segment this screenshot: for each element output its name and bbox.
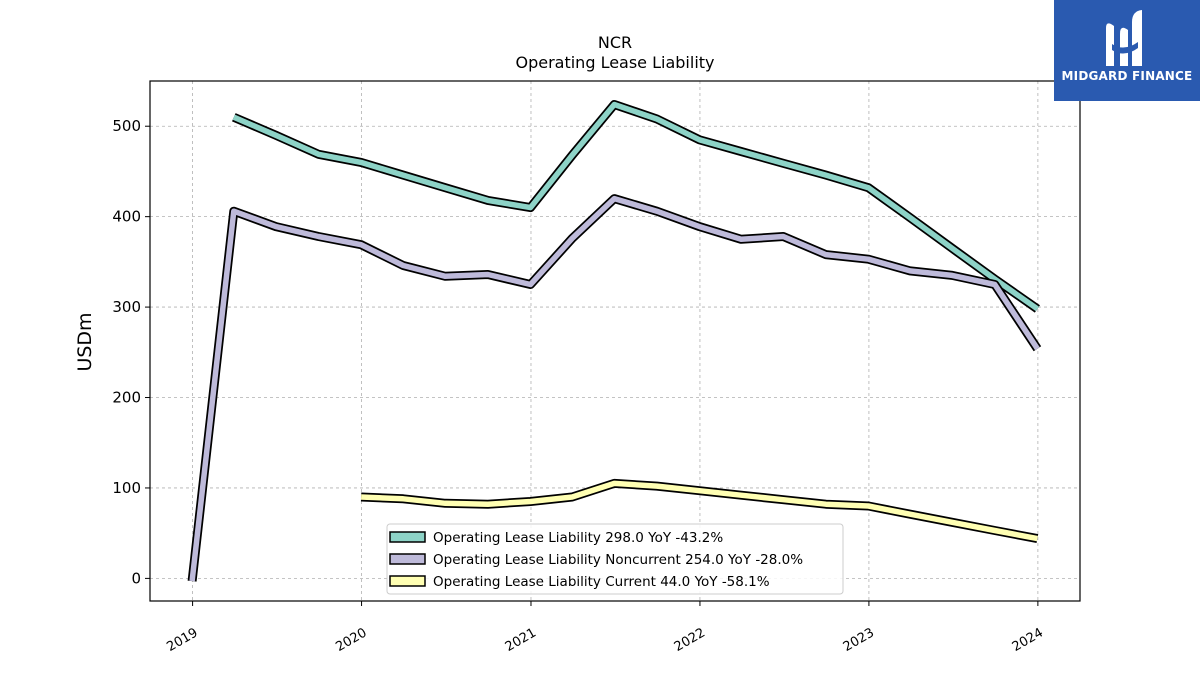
x-tick-label: 2023 — [841, 625, 877, 655]
legend-box — [386, 523, 844, 595]
x-tick-label: 2024 — [1010, 625, 1046, 655]
series-line-3 — [360, 478, 1039, 544]
legend-label: Operating Lease Liability Noncurrent 254… — [433, 552, 803, 568]
y-axis-label: USDm — [74, 312, 96, 371]
y-tick-label: 500 — [112, 117, 141, 135]
x-axis-ticks: 2019 2020 2021 2022 2023 2024 — [164, 601, 1046, 655]
x-tick-label: 2022 — [672, 625, 708, 655]
x-tick-label: 2021 — [503, 625, 539, 655]
legend-label: Operating Lease Liability Current 44.0 Y… — [433, 574, 770, 590]
y-tick-label: 100 — [112, 479, 141, 497]
y-tick-label: 200 — [112, 389, 141, 407]
x-tick-label: 2019 — [164, 625, 200, 655]
grid-lines — [150, 81, 1080, 601]
chart-title: NCR — [598, 33, 632, 52]
legend-swatch — [389, 553, 426, 565]
legend-swatch — [389, 531, 426, 543]
plot-area-frame — [149, 80, 1081, 602]
legend: Operating Lease Liability 298.0 YoY -43.… — [386, 523, 844, 595]
x-tick-label: 2020 — [333, 625, 369, 655]
chart-subtitle: Operating Lease Liability — [515, 53, 714, 72]
series-line-2 — [187, 194, 1042, 582]
series-line-1 — [232, 100, 1040, 313]
legend-swatch — [389, 575, 426, 587]
series-lines — [187, 100, 1042, 582]
y-tick-label: 400 — [112, 208, 141, 226]
legend-label: Operating Lease Liability 298.0 YoY -43.… — [433, 530, 723, 546]
y-tick-label: 300 — [112, 298, 141, 316]
logo-mark-icon — [1106, 10, 1142, 66]
y-tick-label: 0 — [131, 569, 141, 587]
brand-name: MIDGARD FINANCE — [1061, 69, 1193, 83]
y-axis-ticks: 0 100 200 300 400 500 — [112, 117, 150, 587]
brand-logo: MIDGARD FINANCE — [1054, 0, 1200, 101]
